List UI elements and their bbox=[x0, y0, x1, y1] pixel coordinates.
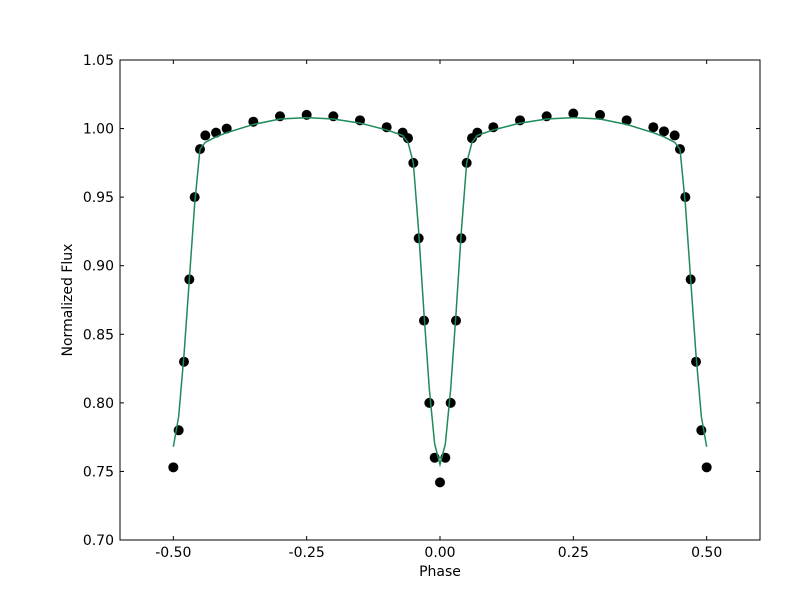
y-axis-label: Normalized Flux bbox=[60, 244, 76, 357]
data-point bbox=[659, 126, 669, 137]
data-point bbox=[621, 115, 632, 126]
data-point bbox=[435, 477, 445, 488]
y-tick-label: 0.85 bbox=[83, 327, 114, 343]
x-axis-label: Phase bbox=[419, 564, 461, 580]
x-tick-label: 0.00 bbox=[424, 545, 455, 561]
x-tick-label: 0.25 bbox=[558, 545, 589, 561]
x-tick-label: -0.25 bbox=[289, 545, 325, 561]
y-tick-label: 0.75 bbox=[83, 464, 114, 480]
y-tick-label: 1.05 bbox=[83, 53, 114, 69]
x-tick-label: -0.50 bbox=[155, 545, 191, 561]
x-tick-label: 0.50 bbox=[691, 545, 722, 561]
data-point bbox=[445, 397, 456, 408]
data-point bbox=[648, 122, 659, 133]
y-tick-label: 0.90 bbox=[83, 259, 114, 275]
y-tick-label: 1.00 bbox=[83, 122, 114, 138]
plot-frame bbox=[119, 59, 761, 541]
model-line bbox=[172, 116, 708, 468]
data-point bbox=[200, 130, 211, 141]
data-point bbox=[221, 123, 232, 134]
y-tick-label: 0.80 bbox=[83, 396, 114, 412]
y-tick-label: 0.70 bbox=[83, 533, 114, 549]
data-point bbox=[424, 397, 435, 408]
data-point bbox=[403, 133, 413, 144]
data-point bbox=[701, 462, 712, 473]
data-point bbox=[168, 462, 179, 473]
data-point bbox=[595, 109, 605, 120]
data-point bbox=[568, 108, 579, 119]
data-point bbox=[669, 130, 680, 141]
y-tick-label: 0.95 bbox=[83, 190, 114, 206]
